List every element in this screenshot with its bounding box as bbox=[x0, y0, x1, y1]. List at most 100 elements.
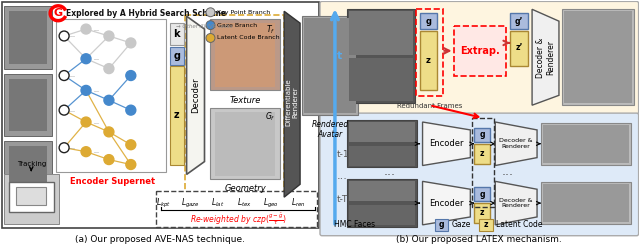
Bar bbox=[216, 23, 275, 87]
Bar bbox=[541, 123, 630, 165]
Bar bbox=[4, 141, 52, 203]
Circle shape bbox=[104, 127, 114, 137]
Text: t-T: t-T bbox=[337, 195, 348, 204]
Bar bbox=[216, 112, 275, 176]
Text: $L_{tex}$: $L_{tex}$ bbox=[237, 197, 252, 209]
Polygon shape bbox=[422, 122, 470, 165]
Circle shape bbox=[104, 64, 114, 74]
Polygon shape bbox=[495, 122, 537, 165]
Circle shape bbox=[59, 71, 69, 81]
Circle shape bbox=[81, 147, 91, 157]
Bar bbox=[349, 11, 413, 55]
FancyBboxPatch shape bbox=[320, 1, 639, 114]
Text: HMC Faces: HMC Faces bbox=[334, 220, 376, 229]
Text: $L_{geo}$: $L_{geo}$ bbox=[263, 197, 279, 210]
Circle shape bbox=[81, 117, 91, 127]
Text: ...: ... bbox=[93, 56, 99, 61]
Text: Decoder &
Renderer: Decoder & Renderer bbox=[499, 198, 533, 208]
Bar bbox=[3, 2, 319, 228]
Circle shape bbox=[126, 105, 136, 115]
Circle shape bbox=[59, 31, 69, 41]
Bar bbox=[17, 187, 46, 205]
Bar bbox=[211, 19, 280, 90]
Text: Texture: Texture bbox=[230, 96, 261, 105]
Circle shape bbox=[126, 140, 136, 150]
Text: $L_{gaze}$: $L_{gaze}$ bbox=[181, 197, 200, 210]
Text: g: g bbox=[426, 17, 431, 26]
Bar bbox=[479, 219, 493, 231]
Bar bbox=[156, 191, 317, 227]
Text: t: t bbox=[337, 51, 342, 61]
Text: t-1: t-1 bbox=[337, 150, 349, 159]
Circle shape bbox=[126, 71, 136, 81]
Text: Differentiable
Renderer: Differentiable Renderer bbox=[285, 79, 299, 126]
Circle shape bbox=[206, 21, 215, 30]
Bar bbox=[541, 182, 630, 224]
Text: z: z bbox=[426, 56, 431, 65]
Text: ...: ... bbox=[69, 145, 75, 150]
Text: g: g bbox=[479, 190, 485, 199]
Text: (a) Our proposed AVE-NAS technique.: (a) Our proposed AVE-NAS technique. bbox=[75, 235, 244, 244]
Bar bbox=[349, 122, 415, 142]
Circle shape bbox=[81, 24, 91, 34]
Bar bbox=[347, 179, 417, 227]
Bar bbox=[510, 31, 528, 66]
Bar bbox=[170, 23, 184, 45]
Text: Encoder: Encoder bbox=[429, 199, 464, 207]
Bar bbox=[349, 58, 413, 101]
Text: g: g bbox=[173, 51, 180, 61]
Bar bbox=[10, 79, 47, 131]
Bar bbox=[4, 174, 59, 224]
Text: Redundant Frames: Redundant Frames bbox=[397, 103, 462, 109]
Text: k: k bbox=[173, 29, 180, 39]
Circle shape bbox=[104, 155, 114, 165]
Circle shape bbox=[81, 54, 91, 64]
Text: Tracking: Tracking bbox=[17, 161, 46, 166]
Text: Latent Code Branch: Latent Code Branch bbox=[218, 36, 280, 41]
Text: G: G bbox=[54, 8, 63, 18]
Circle shape bbox=[81, 85, 91, 95]
Text: Re-weighted by $czp(\frac{g-\bar{g}}{\tau})$: Re-weighted by $czp(\frac{g-\bar{g}}{\ta… bbox=[190, 211, 287, 227]
Text: z: z bbox=[174, 110, 179, 120]
Text: Extrap.: Extrap. bbox=[460, 46, 500, 56]
Text: Decoder &
Renderer: Decoder & Renderer bbox=[499, 138, 533, 149]
Polygon shape bbox=[284, 11, 300, 197]
Circle shape bbox=[59, 143, 69, 153]
Text: (b) Our proposed LATEX mechanism.: (b) Our proposed LATEX mechanism. bbox=[396, 235, 562, 244]
Text: Explored by A Hybrid Search Scheme: Explored by A Hybrid Search Scheme bbox=[66, 9, 226, 18]
Text: g: g bbox=[479, 130, 485, 139]
Circle shape bbox=[206, 34, 215, 42]
Text: Decoder &
Renderer: Decoder & Renderer bbox=[536, 38, 556, 78]
Text: ...: ... bbox=[69, 108, 75, 113]
Text: Latent Code: Latent Code bbox=[496, 220, 543, 229]
Text: ...: ... bbox=[93, 27, 99, 32]
Circle shape bbox=[104, 31, 114, 41]
Polygon shape bbox=[532, 9, 559, 105]
FancyBboxPatch shape bbox=[320, 113, 639, 236]
Text: $L_{kpt}$: $L_{kpt}$ bbox=[156, 197, 171, 210]
Bar bbox=[562, 9, 634, 105]
Text: Encoder: Encoder bbox=[429, 139, 464, 148]
Bar bbox=[543, 184, 628, 222]
Bar bbox=[170, 66, 184, 165]
Bar bbox=[184, 15, 284, 193]
Bar bbox=[454, 26, 506, 76]
Bar bbox=[4, 74, 52, 136]
Bar bbox=[349, 205, 415, 225]
Text: ...: ... bbox=[93, 120, 99, 124]
Bar bbox=[564, 11, 632, 103]
Circle shape bbox=[104, 95, 114, 105]
Polygon shape bbox=[422, 181, 470, 225]
Bar bbox=[10, 11, 47, 64]
Bar bbox=[211, 108, 280, 179]
Text: ...: ... bbox=[384, 165, 396, 178]
Text: ...: ... bbox=[93, 88, 99, 93]
Polygon shape bbox=[187, 16, 205, 174]
Circle shape bbox=[206, 8, 215, 17]
Bar bbox=[543, 125, 628, 163]
Text: Decoder: Decoder bbox=[191, 78, 200, 113]
Text: ...: ... bbox=[93, 149, 99, 154]
Text: $G_f$: $G_f$ bbox=[265, 110, 275, 123]
Text: $L_{ren}$: $L_{ren}$ bbox=[291, 197, 305, 209]
Polygon shape bbox=[495, 181, 537, 225]
